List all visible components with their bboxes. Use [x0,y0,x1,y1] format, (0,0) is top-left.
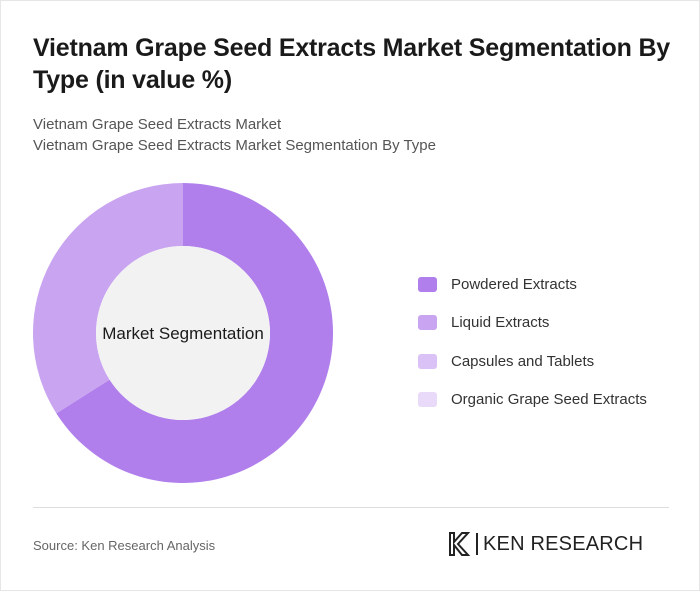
footer-divider [33,507,669,508]
legend-item[interactable]: Liquid Extracts [418,304,647,343]
legend-swatch [418,353,437,369]
donut-slice-liquid-extracts[interactable] [32,183,184,414]
subtitle-line-2: Vietnam Grape Seed Extracts Market Segme… [33,137,436,154]
donut-center [96,246,270,420]
legend-label: Organic Grape Seed Extracts [451,391,647,409]
source-note: Source: Ken Research Analysis [33,538,216,553]
chart-title: Vietnam Grape Seed Extracts Market Segme… [33,34,670,94]
ken-research-logo: KEN RESEARCH [448,531,643,557]
legend-swatch [418,392,437,408]
legend-item[interactable]: Powdered Extracts [418,265,647,304]
legend-item[interactable]: Capsules and Tablets [418,342,647,381]
legend-label: Capsules and Tablets [451,352,595,370]
donut-center-label: Market Segmentation [102,324,264,343]
donut-slice-powdered-extracts[interactable] [56,183,333,483]
legend-swatch [418,276,437,292]
legend-item[interactable]: Organic Grape Seed Extracts [418,381,647,420]
legend-swatch [418,315,437,331]
logo-separator [476,533,478,555]
ken-research-logo-mark [449,532,471,556]
chart-subtitle: Vietnam Grape Seed Extracts Market Vietn… [33,114,436,156]
legend-label: Liquid Extracts [451,314,550,332]
brand-name: KEN RESEARCH [483,532,644,555]
chart-legend: Powdered Extracts Liquid Extracts Capsules… [418,265,647,419]
legend-label: Powdered Extracts [451,275,577,293]
subtitle-line-1: Vietnam Grape Seed Extracts Market [33,116,282,133]
